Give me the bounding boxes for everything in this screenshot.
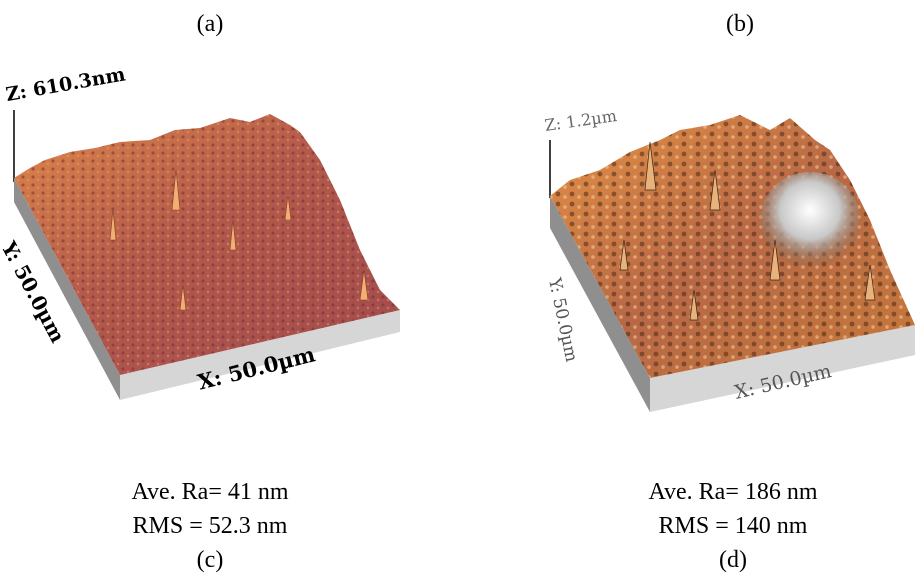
panel-c-label: (c) (196, 547, 224, 573)
afm-surface-image-b: Z: 1.2µm Y: 50.0µm X: 50.0µm (470, 70, 918, 430)
panel-b-label: (b) (726, 11, 754, 37)
panel-a-label: (a) (196, 11, 224, 37)
afm-surface-b-graphic (549, 115, 915, 412)
roughness-ra-b: Ave. Ra= 186 nm (648, 479, 818, 505)
afm-surface-a-graphic (13, 110, 400, 400)
roughness-rms-a: RMS = 52.3 nm (132, 513, 288, 539)
roughness-ra-a: Ave. Ra= 41 nm (131, 479, 289, 505)
afm-surface-image-a: Z: 610.3nm Y: 50.0µm X: 50.0µm (0, 63, 430, 420)
roughness-rms-b: RMS = 140 nm (658, 513, 808, 539)
panel-d-label: (d) (719, 547, 747, 573)
